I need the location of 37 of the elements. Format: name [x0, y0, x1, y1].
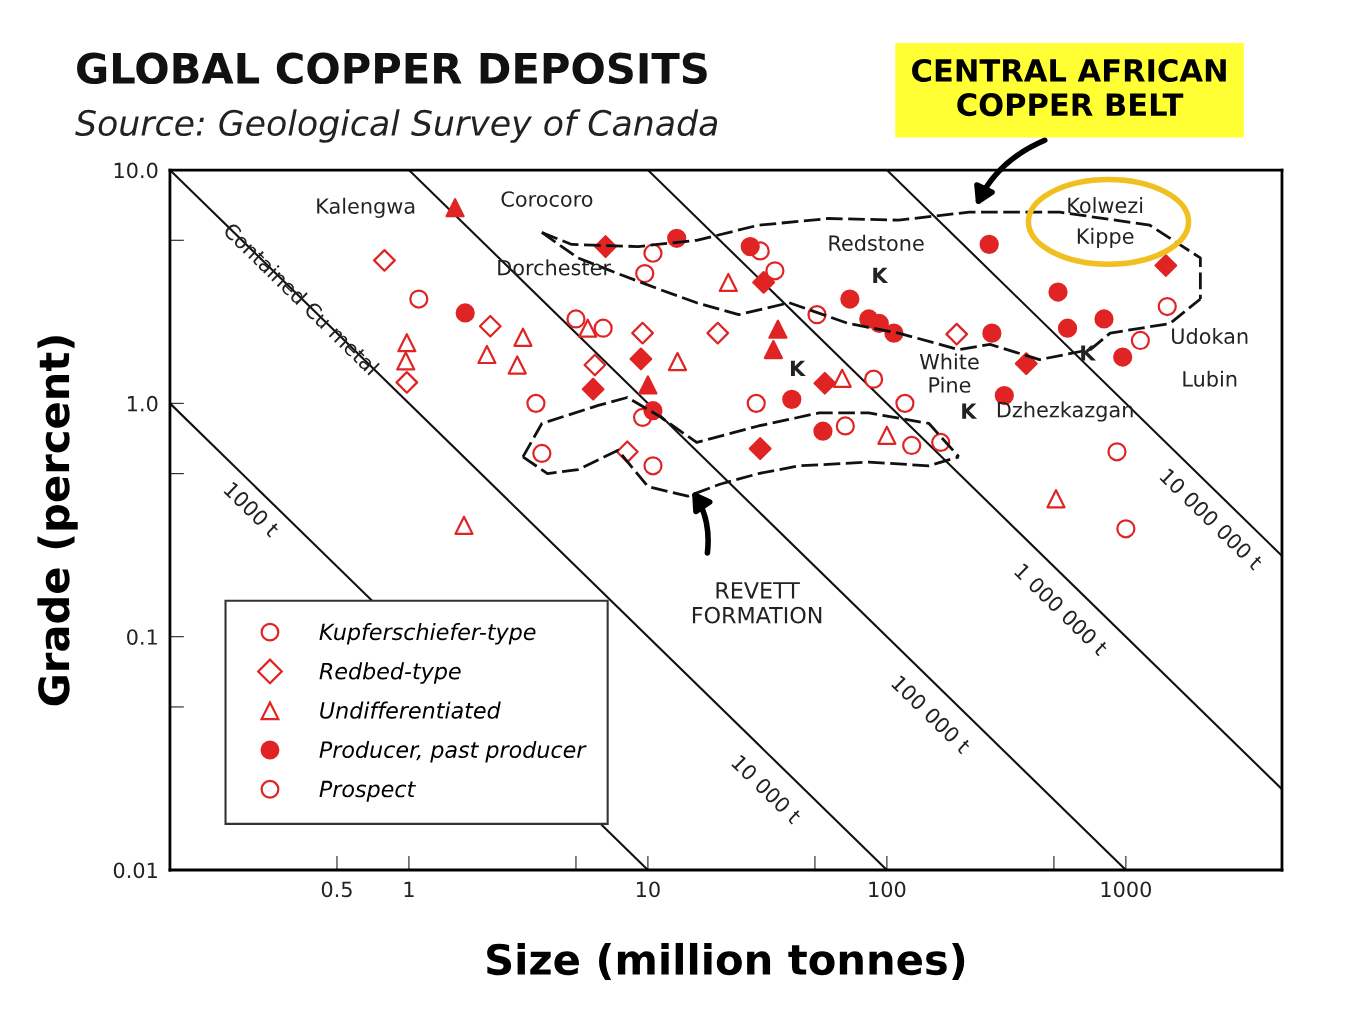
x-tick-label: 1	[404, 881, 414, 897]
annotation: Lubin	[1183, 370, 1237, 387]
annotation: Kalengwa	[317, 197, 415, 218]
annotation: Kippe	[1077, 227, 1134, 249]
annotation: 10 000 000 t	[1159, 467, 1265, 571]
annotation: K	[1081, 345, 1097, 361]
annotation: 1 000 000 t	[1013, 562, 1110, 657]
annotation: REVETT FORMATION	[692, 582, 822, 624]
y-tick-label: 0.1	[127, 629, 157, 645]
y-axis-title: Grade (percent)	[37, 336, 78, 706]
legend-label: Kupferschiefer-type	[319, 623, 536, 645]
annotation: K	[790, 360, 806, 376]
annotation: Dzhezkazgan	[997, 401, 1133, 422]
chart-subtitle: Source: Geological Survey of Canada	[75, 109, 718, 143]
y-tick-label: 1.0	[127, 395, 158, 412]
annotation: 10 000 t	[730, 754, 803, 825]
x-axis-title: Size (million tonnes)	[487, 942, 965, 981]
annotation: Corocoro	[501, 191, 593, 207]
legend-label: Redbed-type	[319, 662, 461, 684]
x-tick-label: 0.5	[321, 881, 352, 898]
annotation: 100 000 t	[890, 674, 972, 755]
y-tick-label: 0.01	[113, 862, 157, 879]
annotation: Redstone	[829, 234, 924, 251]
annotation: K	[873, 267, 889, 283]
annotation: White Pine	[919, 353, 979, 393]
annotation: Prospect	[319, 780, 416, 802]
annotation: K	[962, 403, 978, 419]
legend-label: Undifferentiated	[320, 701, 501, 719]
annotation: Udokan	[1172, 327, 1248, 345]
x-tick-label: 1000	[1101, 881, 1151, 898]
chart-title: GLOBAL COPPER DEPOSITS	[77, 52, 707, 85]
annotation: Kolwezi	[1068, 197, 1143, 214]
legend-label: Producer, past producer	[319, 740, 587, 763]
y-tick-label: 10.0	[114, 162, 158, 179]
x-tick-label: 10	[636, 881, 660, 898]
x-tick-label: 100	[869, 881, 906, 898]
text: CENTRAL AFRICAN COPPER BELT	[912, 58, 1226, 117]
